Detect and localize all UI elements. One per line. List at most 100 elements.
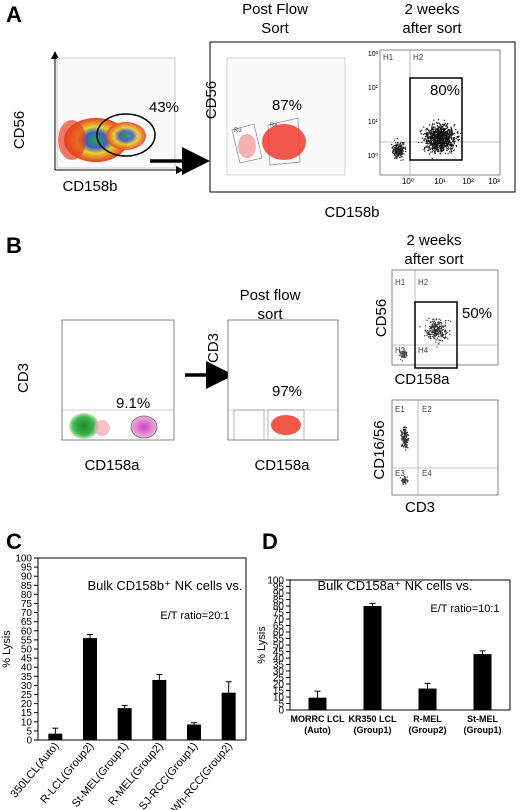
flow-event-dot — [400, 152, 402, 154]
ytick-label: 95 — [21, 563, 33, 574]
flow-event-dot — [404, 150, 407, 153]
flow-event-dot — [446, 150, 448, 152]
flow-event-dot — [439, 326, 441, 328]
flow-event-dot — [408, 437, 410, 440]
flow-event-dot — [426, 139, 428, 141]
flow-event-dot — [438, 343, 440, 345]
flow-event-dot — [427, 135, 429, 137]
flow-event-dot — [437, 322, 439, 324]
flow-event-dot — [399, 154, 401, 156]
bar-chart-d: D 051015202530354045505560657075808590951… — [256, 529, 511, 735]
flow-event-dot — [437, 328, 439, 330]
flow-event-dot — [439, 129, 441, 131]
flow-event-dot — [426, 141, 428, 144]
flow-event-dot — [433, 143, 435, 145]
flow-event-dot — [439, 126, 441, 128]
flow-event-dot — [436, 130, 438, 132]
flow-event-dot — [427, 336, 429, 338]
flow-event-dot — [435, 131, 437, 134]
flow-event-dot — [440, 151, 442, 153]
flow-event-dot — [451, 131, 453, 133]
gate-label-r4: R4 — [270, 123, 278, 129]
flow-event-dot — [437, 326, 439, 328]
panel-b-plot1-ylabel: CD3 — [15, 363, 32, 393]
quadrant-h2: H2 — [413, 53, 424, 62]
flow-event-dot — [437, 127, 439, 129]
flow-event-dot — [427, 333, 429, 335]
flow-event-dot — [435, 128, 437, 130]
flow-event-dot — [436, 337, 439, 339]
flow-event-dot — [435, 325, 437, 327]
panel-a-plot3: H1 H2 80% 10³ 10² 10¹ 10⁰ 10⁰ 10¹ 10² 10… — [367, 49, 501, 186]
flow-event-dot — [435, 133, 437, 135]
flow-event-dot — [433, 132, 435, 134]
ytick-label: 65 — [273, 621, 285, 632]
flow-event-dot — [458, 135, 460, 137]
flow-event-dot — [440, 146, 443, 148]
flow-event-dot — [442, 145, 444, 147]
flow-event-dot — [450, 149, 452, 151]
flow-event-dot — [443, 142, 445, 144]
flow-event-dot — [403, 430, 405, 432]
flow-event-dot — [442, 335, 444, 337]
flow-event-dot — [433, 147, 435, 149]
flow-event-dot — [403, 356, 405, 358]
flow-event-dot — [404, 352, 406, 354]
flow-event-dot — [432, 331, 434, 334]
flow-event-dot — [403, 438, 405, 440]
flow-event-dot — [391, 147, 393, 149]
flow-event-dot — [434, 136, 436, 138]
flow-event-dot — [439, 141, 441, 143]
flow-event-dot — [452, 146, 454, 148]
chart-title: Bulk CD158a⁺ NK cells vs. — [318, 578, 473, 593]
y-axis-label: % Lysis — [1, 630, 13, 668]
flow-event-dot — [395, 156, 397, 158]
ytick-label: 15 — [273, 686, 285, 697]
flow-event-dot — [430, 138, 432, 140]
flow-event-dot — [426, 333, 428, 335]
panel-b-plot2-gate-pct: 97% — [272, 383, 302, 400]
flow-event-dot — [429, 130, 431, 132]
flow-event-dot — [400, 149, 402, 152]
flow-event-dot — [449, 131, 451, 133]
flow-event-dot — [429, 141, 431, 143]
flow-event-dot — [435, 319, 437, 321]
flow-event-dot — [438, 128, 440, 130]
category-label: (Group2) — [409, 725, 447, 735]
flow-event-dot — [440, 147, 442, 149]
flow-event-dot — [398, 154, 400, 156]
flow-event-dot — [455, 129, 457, 131]
flow-event-dot — [432, 141, 435, 143]
flow-event-dot — [440, 336, 442, 338]
flow-event-dot — [444, 324, 447, 326]
flow-event-dot — [429, 136, 431, 138]
flow-event-dot — [451, 145, 453, 147]
flow-event-dot — [401, 443, 403, 445]
flow-event-dot — [434, 131, 436, 133]
flow-event-dot — [432, 324, 434, 326]
flow-event-dot — [430, 135, 432, 138]
flow-event-dot — [440, 132, 442, 134]
flow-event-dot — [437, 142, 439, 144]
flow-event-dot — [450, 150, 452, 152]
flow-event-dot — [399, 151, 401, 154]
flow-event-dot — [404, 442, 406, 444]
flow-event-dot — [436, 329, 438, 331]
flow-event-dot — [440, 334, 442, 336]
flow-event-dot — [435, 144, 437, 146]
flow-event-dot — [406, 354, 408, 356]
flow-event-dot — [437, 136, 439, 138]
flow-event-dot — [440, 124, 442, 126]
flow-event-dot — [440, 140, 442, 142]
flow-event-dot — [453, 149, 455, 151]
flow-event-dot — [442, 336, 444, 338]
flow-event-dot — [435, 129, 437, 131]
flow-event-dot — [394, 151, 396, 154]
flow-event-dot — [445, 145, 447, 147]
flow-event-dot — [444, 136, 446, 138]
flow-event-dot — [406, 435, 408, 438]
flow-event-dot — [432, 147, 434, 149]
flow-event-dot — [449, 135, 451, 137]
flow-event-dot — [437, 130, 439, 132]
flow-event-dot — [395, 149, 397, 151]
